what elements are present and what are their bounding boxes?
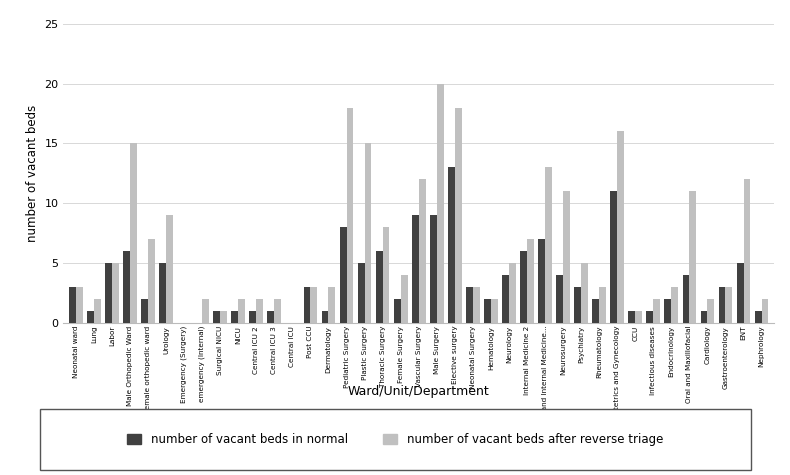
Bar [322,311,329,323]
Bar [358,263,364,323]
Bar [736,263,743,323]
Bar [683,275,690,323]
Bar [520,251,527,323]
Bar [563,191,570,323]
Bar [556,275,563,323]
Bar [419,180,426,323]
Bar [250,311,256,323]
Bar [484,299,491,323]
Bar [364,143,371,323]
Bar [581,263,588,323]
Bar [239,299,245,323]
Bar [412,215,419,323]
Bar [545,167,552,323]
Bar [611,191,617,323]
Bar [220,311,227,323]
Bar [592,299,599,323]
Bar [393,299,401,323]
Bar [430,215,437,323]
Bar [274,299,281,323]
Bar [148,239,155,323]
Bar [690,191,696,323]
Text: Ward/Unit/Department: Ward/Unit/Department [348,385,490,399]
Bar [87,311,94,323]
Bar [491,299,498,323]
Bar [719,287,725,323]
Bar [502,275,509,323]
Bar [141,299,148,323]
Bar [672,287,678,323]
Bar [725,287,732,323]
Bar [635,311,642,323]
Bar [160,263,166,323]
Bar [762,299,769,323]
Bar [303,287,310,323]
Bar [340,227,347,323]
Bar [617,132,624,323]
Bar [455,107,461,323]
Bar [574,287,581,323]
Bar [202,299,209,323]
Bar [466,287,473,323]
Bar [646,311,653,323]
Bar [599,287,606,323]
Bar [329,287,335,323]
Bar [701,311,707,323]
Bar [231,311,239,323]
Bar [94,299,101,323]
Bar [256,299,263,323]
Bar [754,311,762,323]
Y-axis label: number of vacant beds: number of vacant beds [25,105,39,242]
Bar [69,287,76,323]
Bar [743,180,750,323]
Bar [527,239,534,323]
Bar [105,263,112,323]
Bar [653,299,660,323]
Bar [382,227,389,323]
Bar [401,275,408,323]
Bar [376,251,382,323]
Bar [473,287,480,323]
Bar [268,311,274,323]
Bar [76,287,83,323]
Legend: number of vacant beds in normal, number of vacant beds after reverse triage: number of vacant beds in normal, number … [122,428,668,451]
Bar [347,107,353,323]
Bar [707,299,714,323]
Bar [509,263,516,323]
Bar [437,84,444,323]
Bar [448,167,455,323]
Bar [310,287,318,323]
Bar [664,299,672,323]
Bar [130,143,137,323]
Bar [112,263,118,323]
Bar [628,311,635,323]
Bar [123,251,130,323]
Bar [166,215,173,323]
Bar [213,311,220,323]
Bar [538,239,545,323]
